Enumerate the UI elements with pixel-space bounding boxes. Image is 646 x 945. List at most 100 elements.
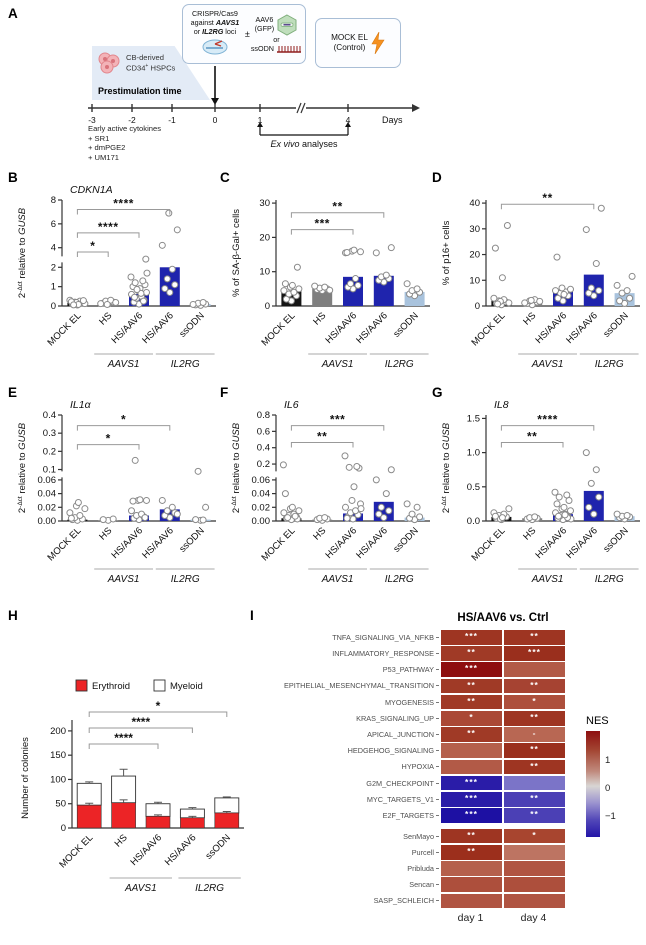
myeloid-bar: [214, 797, 240, 814]
svg-text:0.06: 0.06: [38, 475, 57, 486]
x-tick-label: ssODN: [391, 525, 421, 555]
heatmap-row-label: P53_PATHWAY: [382, 665, 434, 675]
x-tick-label: ssODN: [203, 832, 233, 862]
x-tick-label: MOCK EL: [46, 310, 84, 348]
svg-text:0.6: 0.6: [257, 426, 270, 437]
heatmap-cell: ***: [441, 662, 502, 678]
svg-text:100: 100: [50, 774, 66, 785]
heatmap-cell: [504, 775, 565, 791]
x-tick-label: HS/AAV6: [533, 525, 569, 561]
heatmap-cell: -: [504, 727, 565, 742]
x-tick-label: HS/AAV6: [354, 525, 390, 561]
x-tick-label: HS/AAV6: [564, 310, 600, 346]
heatmap-cell: **: [504, 710, 565, 726]
myeloid-bar: [76, 782, 102, 806]
group-label: IL2RG: [171, 359, 200, 370]
x-tick-label: MOCK EL: [470, 525, 508, 563]
heatmap-cell: **: [504, 630, 565, 645]
heatmap-cell: *: [504, 828, 565, 844]
ssodn-icon: [277, 46, 301, 53]
heatmap-cell: [441, 743, 502, 758]
scatter-points: [279, 452, 424, 524]
chart-title: IL8: [494, 399, 509, 411]
x-tick-label: HS: [521, 310, 538, 327]
svg-text:2: 2: [51, 262, 56, 273]
nes-legend: NES 1 0 −1: [586, 715, 616, 837]
svg-text:1.0: 1.0: [467, 448, 480, 459]
svg-text:0: 0: [61, 823, 66, 834]
panel-i-heatmap: HS/AAV6 vs. Ctrl TNFA_SIGNALING_VIA_NFKB…: [256, 612, 644, 938]
heatmap-cell: *: [441, 710, 502, 726]
heatmap-cell: ***: [441, 775, 502, 791]
chart-title: CDKN1A: [70, 184, 113, 196]
svg-text:0.4: 0.4: [257, 443, 270, 454]
svg-text:Myeloid: Myeloid: [170, 681, 203, 692]
group-label: AAVS1: [321, 574, 354, 585]
erythroid-bar: [180, 817, 205, 829]
group-label: AAVS1: [107, 359, 140, 370]
heatmap-column-label: day 4: [520, 912, 547, 924]
svg-text:0.2: 0.2: [43, 446, 56, 457]
heatmap-row-label: HYPOXIA: [401, 762, 434, 772]
chart-E: 0.00 0.02 0.04 0.060.1 0.2 0.3 0.4 2-Δct relati…: [17, 399, 216, 585]
svg-text:0: 0: [51, 301, 56, 312]
timeline: -3 -2 -1 0 1 4 Days Ex vivo analyses: [88, 66, 420, 149]
heatmap-cell: **: [441, 828, 502, 844]
svg-text:*: *: [156, 699, 161, 713]
heatmap-row-label: Pribluda: [407, 863, 434, 873]
svg-text:0.00: 0.00: [38, 516, 57, 527]
group-label: IL2RG: [385, 574, 414, 585]
x-tick-label: MOCK EL: [46, 525, 84, 563]
svg-text:0: 0: [475, 301, 480, 312]
scatter-points: [490, 449, 634, 524]
or-label: or: [273, 34, 280, 44]
heatmap-title: HS/AAV6 vs. Ctrl: [457, 612, 549, 624]
heatmap-cell: [504, 861, 565, 876]
heatmap-row: Purcell **: [256, 844, 567, 860]
heatmap-cell: [504, 844, 565, 860]
svg-text:-2: -2: [128, 115, 136, 125]
myeloid-bar: [111, 775, 137, 804]
heatmap-row-label: SenMayo: [403, 831, 434, 841]
x-tick-label: HS/AAV6: [109, 310, 145, 346]
heatmap-cell: **: [441, 678, 502, 694]
svg-text:0.3: 0.3: [43, 428, 56, 439]
x-tick-label: HS/AAV6: [564, 525, 600, 561]
aav6-capsid-icon: [277, 14, 297, 36]
svg-text:4: 4: [346, 115, 351, 125]
heatmap-row: SenMayo ** *: [256, 828, 567, 844]
x-tick-label: MOCK EL: [470, 310, 508, 348]
mock-el-label: MOCK EL (Control): [331, 33, 368, 52]
prestimulation-label: Prestimulation time: [98, 86, 182, 96]
erythroid-bar: [76, 804, 102, 829]
y-axis-label: % of p16+ cells: [441, 220, 452, 285]
panel-a-letter: A: [8, 6, 18, 21]
scatter-points: [490, 204, 636, 309]
svg-text:0.06: 0.06: [252, 475, 271, 486]
x-tick-label: HS/AAV6: [140, 525, 176, 561]
panel-b-letter: B: [8, 170, 18, 185]
chart-G: 0.0 0.5 1.0 1.5 2-Δct relative to GUSB IL8 ***…: [441, 399, 640, 585]
erythroid-bar: [145, 816, 171, 829]
x-tick-label: ssODN: [601, 525, 631, 555]
svg-text:****: ****: [114, 731, 133, 745]
heatmap-column-label: day 1: [457, 912, 484, 924]
scatter-points: [66, 456, 210, 524]
nes-gradient: [586, 731, 600, 837]
mock-el-box: MOCK EL (Control): [315, 18, 401, 68]
y-axis-label: 2-Δct relative to GUSB: [17, 207, 29, 298]
svg-text:20: 20: [469, 250, 480, 261]
heatmap-cell: ***: [441, 808, 502, 823]
y-axis-label: 2-Δct relative to GUSB: [231, 422, 243, 513]
x-tick-label: HS: [97, 310, 114, 327]
heatmap-cell: [441, 861, 502, 876]
heatmap-row-label: G2M_CHECKPOINT: [366, 778, 434, 788]
cas9-icon: [202, 39, 228, 55]
x-tick-label: MOCK EL: [260, 525, 298, 563]
plus-minus: ±: [244, 29, 250, 39]
svg-text:*: *: [90, 239, 95, 253]
group-label: IL2RG: [595, 359, 624, 370]
heatmap-cell: **: [441, 646, 502, 661]
